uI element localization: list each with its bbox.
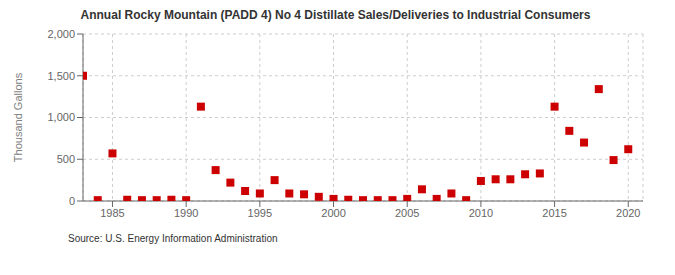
- svg-text:2000: 2000: [321, 207, 345, 219]
- svg-text:1,000: 1,000: [47, 111, 75, 123]
- svg-text:1990: 1990: [174, 207, 198, 219]
- svg-text:0: 0: [69, 195, 75, 207]
- svg-text:500: 500: [57, 153, 75, 165]
- svg-text:1985: 1985: [100, 207, 124, 219]
- html-text:Annual Rocky Mountain (PADD 4): Annual Rocky Mountain (PADD 4) No 4 Dist…: [80, 8, 591, 22]
- svg-text:2005: 2005: [395, 207, 419, 219]
- svg-text:1,500: 1,500: [47, 70, 75, 82]
- svg-text:2010: 2010: [469, 207, 493, 219]
- svg-text:2,000: 2,000: [47, 28, 75, 40]
- html-text:Source: U.S. Energy Informatio: Source: U.S. Energy Information Administ…: [68, 233, 278, 244]
- svg-text:Thousand Gallons: Thousand Gallons: [12, 72, 24, 162]
- svg-text:1995: 1995: [248, 207, 272, 219]
- svg-text:2015: 2015: [542, 207, 566, 219]
- svg-text:2020: 2020: [616, 207, 640, 219]
